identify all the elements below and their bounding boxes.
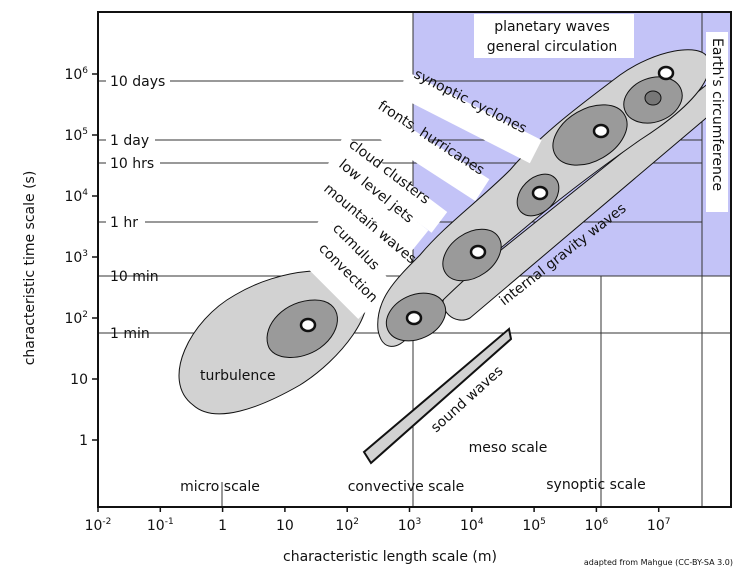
x-tick-label: 10 [276,518,294,534]
y-tick-label: 10 [70,372,88,388]
x-tick-label: 10-2 [85,517,112,534]
time-mark-labels: 10 days 1 day 10 hrs 1 hr 10 min 1 min [110,74,165,342]
time-mark-label: 10 min [110,269,159,285]
scale-label-meso: meso scale [469,440,548,456]
peak-marker [592,123,610,139]
planetary-label-bg [474,14,634,58]
inner-regions [385,76,683,342]
scale-label-convective: convective scale [348,479,465,495]
time-mark-label: 10 hrs [110,156,154,172]
general-circulation-label: general circulation [487,39,618,55]
x-tick-labels: 10-2 10-1 1 10 102 103 104 105 106 107 [85,517,671,534]
earth-circumference-label: Earth's circumference [709,38,725,191]
x-tick-label: 106 [585,517,609,534]
fronts-label-bg [357,103,490,202]
y-tick-label: 1 [79,433,88,449]
peak-marker [469,244,487,260]
y-tick-label: 105 [64,127,88,144]
x-tick-label: 105 [522,517,546,534]
time-mark-label: 1 hr [110,215,138,231]
scale-labels: micro scale convective scale meso scale … [180,440,646,495]
time-mark-label: 1 min [110,326,150,342]
y-tick-label: 102 [64,310,88,327]
time-mark-label: 10 days [110,74,165,90]
peak-marker [405,310,423,326]
y-axis-label: characteristic time scale (s) [22,171,38,366]
synoptic-label-bg [396,71,542,164]
cloud-label-bg-2 [318,155,429,251]
x-tick-label: 103 [398,517,422,534]
x-tick-marks [97,507,660,512]
time-mark-label: 1 day [110,133,149,149]
peak-marker [299,317,317,333]
y-tick-labels: 1 10 102 103 104 105 106 [64,66,88,449]
x-tick-label: 10-1 [147,517,174,534]
label-backgrounds [294,14,728,320]
cloud-label-bg-1 [329,135,448,233]
planetary-innermost [644,90,662,106]
turbulence-label: turbulence [200,368,276,384]
cloud-label-bg-3 [303,177,412,276]
y-tick-label: 106 [64,66,88,83]
plot-frame [97,11,732,508]
y-tick-label: 103 [64,249,88,266]
cumulus-label-bg-2 [294,237,377,320]
y-tick-label: 104 [64,188,88,205]
scale-label-synoptic: synoptic scale [546,477,646,493]
x-axis-label: characteristic length scale (m) [283,549,497,565]
x-tick-label: 102 [335,517,359,534]
x-tick-label: 104 [460,517,484,534]
x-tick-label: 107 [647,517,671,534]
earth-label-bg [706,32,728,212]
synoptic-core [552,104,628,166]
planetary-waves-label: planetary waves [494,19,610,35]
x-tick-label: 1 [218,518,227,534]
cumulus-label-bg-1 [306,215,389,298]
peak-marker [531,185,549,201]
scale-label-micro: micro scale [180,479,260,495]
peak-marker [657,65,675,81]
credit-text: adapted from Mahgue (CC-BY-SA 3.0) [584,558,733,567]
y-tick-marks [92,73,98,441]
peak-markers [299,65,675,333]
sound-waves-band [362,327,513,465]
